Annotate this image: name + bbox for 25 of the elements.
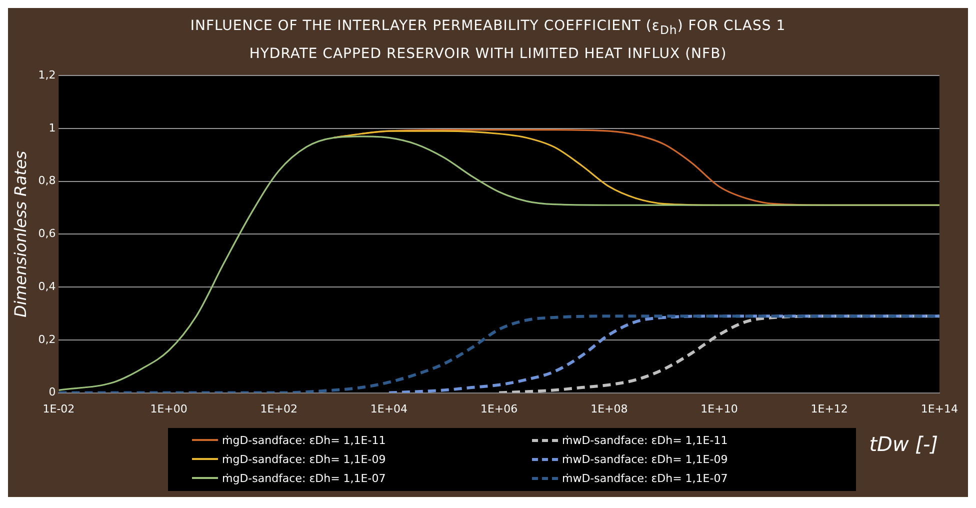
y-tick-label: 1,2	[38, 68, 56, 82]
x-tick-label: 1E+02	[260, 402, 298, 416]
x-tick-label: 1E+08	[590, 402, 628, 416]
x-tick-label: 1E+10	[700, 402, 738, 416]
legend-label: ṁgD-sandface: εDh= 1,1E-11	[222, 434, 386, 447]
y-tick-label: 0,2	[38, 332, 56, 346]
x-tick-label: 1E+00	[150, 402, 188, 416]
x-tick-label: 1E+06	[480, 402, 518, 416]
x-tick-label: 1E-02	[42, 402, 75, 416]
chart-title: INFLUENCE OF THE INTERLAYER PERMEABILITY COEFFICIENT (ε$_{Dh}$) FOR CLASS 1 HYDRATE CAPPED RESERVOIR WITH LIMITED HEAT INFLUX (NFB)	[189, 17, 787, 64]
legend-label: ṁwD-sandface: εDh= 1,1E-11	[562, 434, 728, 447]
x-tick-label: 1E+04	[370, 402, 408, 416]
x-tick-label: 1E+14	[920, 402, 958, 416]
y-axis-title: Dimensionless Rates	[10, 150, 30, 318]
legend-label: ṁgD-sandface: εDh= 1,1E-09	[222, 452, 386, 466]
y-tick-label: 0,4	[38, 280, 56, 293]
y-tick-label: 0	[48, 385, 56, 398]
legend-label: ṁgD-sandface: εDh= 1,1E-07	[222, 472, 386, 485]
y-tick-label: 0,6	[38, 226, 56, 240]
legend-label: ṁwD-sandface: εDh= 1,1E-07	[562, 472, 728, 485]
legend-label: ṁwD-sandface: εDh= 1,1E-09	[562, 452, 728, 466]
y-tick-label: 1	[48, 121, 56, 134]
x-tick-label: 1E+12	[810, 402, 848, 416]
x-axis-title: tDw [-]	[869, 432, 938, 456]
y-tick-label: 0,8	[38, 174, 56, 187]
